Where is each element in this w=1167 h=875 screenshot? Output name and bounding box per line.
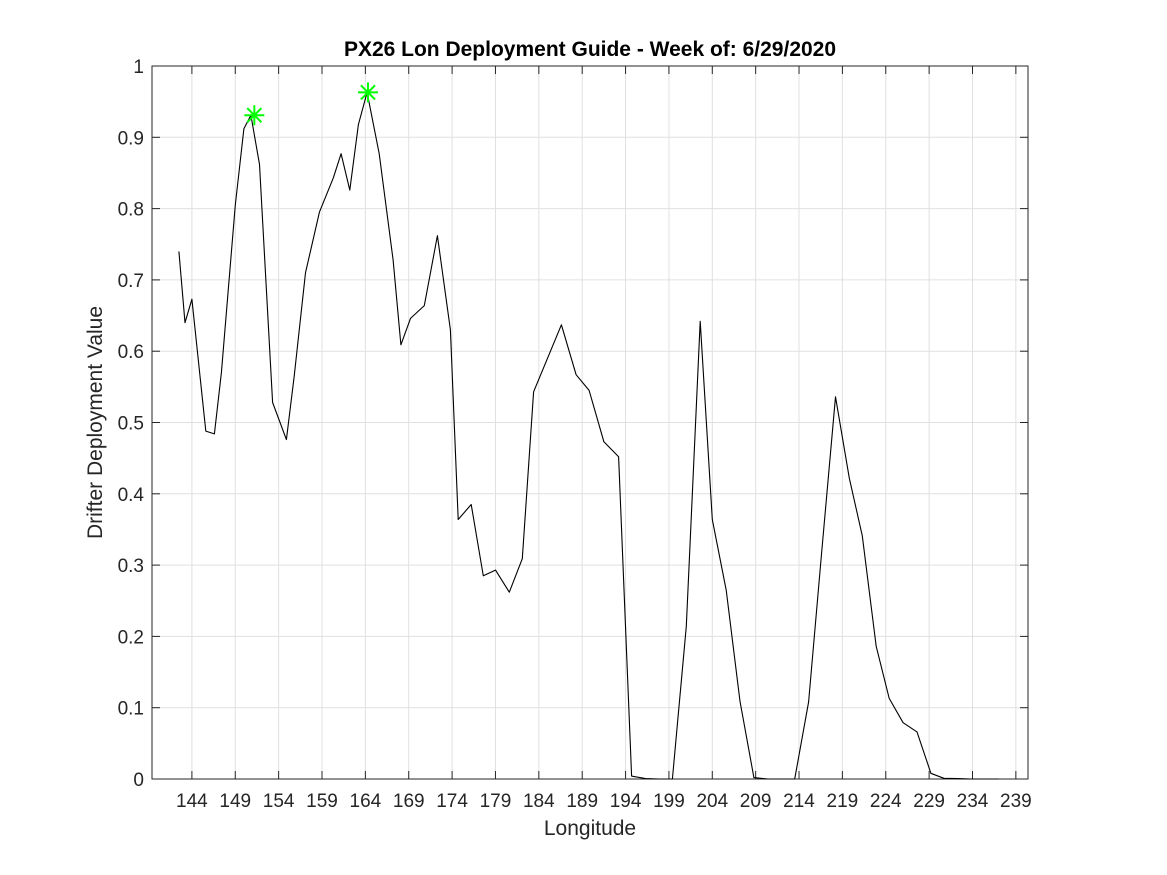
x-tick-label: 174 [436,791,468,812]
peak-marker [357,82,378,103]
x-tick-label: 189 [566,791,598,812]
y-tick-label: 0.4 [118,485,145,506]
x-tick-label: 199 [653,791,685,812]
x-tick-label: 214 [783,791,815,812]
y-tick-label: 0.1 [118,699,144,720]
x-tick-label: 184 [523,791,555,812]
y-tick-label: 1 [133,57,144,78]
axis-ticks [152,65,1028,780]
tick-labels: 144 149 154 159 164 169 174 179 184 189 194 199 204 2… [118,57,1032,812]
y-tick-label: 0.7 [118,271,144,292]
x-tick-label: 204 [696,791,728,812]
x-tick-label: 224 [870,791,902,812]
x-tick-label: 154 [263,791,295,812]
x-tick-label: 209 [740,791,772,812]
x-tick-label: 194 [610,791,642,812]
x-tick-label: 149 [219,791,251,812]
y-tick-label: 0.2 [118,627,144,648]
y-tick-label: 0.8 [118,200,144,221]
grid [152,65,1028,780]
x-tick-label: 144 [176,791,208,812]
y-tick-label: 0 [133,770,144,791]
y-tick-label: 0.6 [118,342,144,363]
y-tick-label: 0.3 [118,556,144,577]
markers [244,82,378,126]
y-tick-label: 0.5 [118,414,144,435]
x-tick-label: 229 [913,791,945,812]
x-tick-label: 239 [1000,791,1032,812]
x-axis-title: Longitude [544,817,636,840]
chart-title: PX26 Lon Deployment Guide - Week of: 6/2… [344,38,836,61]
peak-marker [244,105,265,126]
x-tick-label: 179 [480,791,512,812]
x-tick-label: 164 [350,791,382,812]
series [178,91,999,780]
series-line [178,91,999,780]
x-tick-label: 219 [827,791,859,812]
x-tick-label: 234 [957,791,989,812]
x-tick-label: 159 [306,791,338,812]
x-tick-label: 169 [393,791,425,812]
y-tick-label: 0.9 [118,128,144,149]
y-axis-title: Drifter Deployment Value [84,306,107,539]
